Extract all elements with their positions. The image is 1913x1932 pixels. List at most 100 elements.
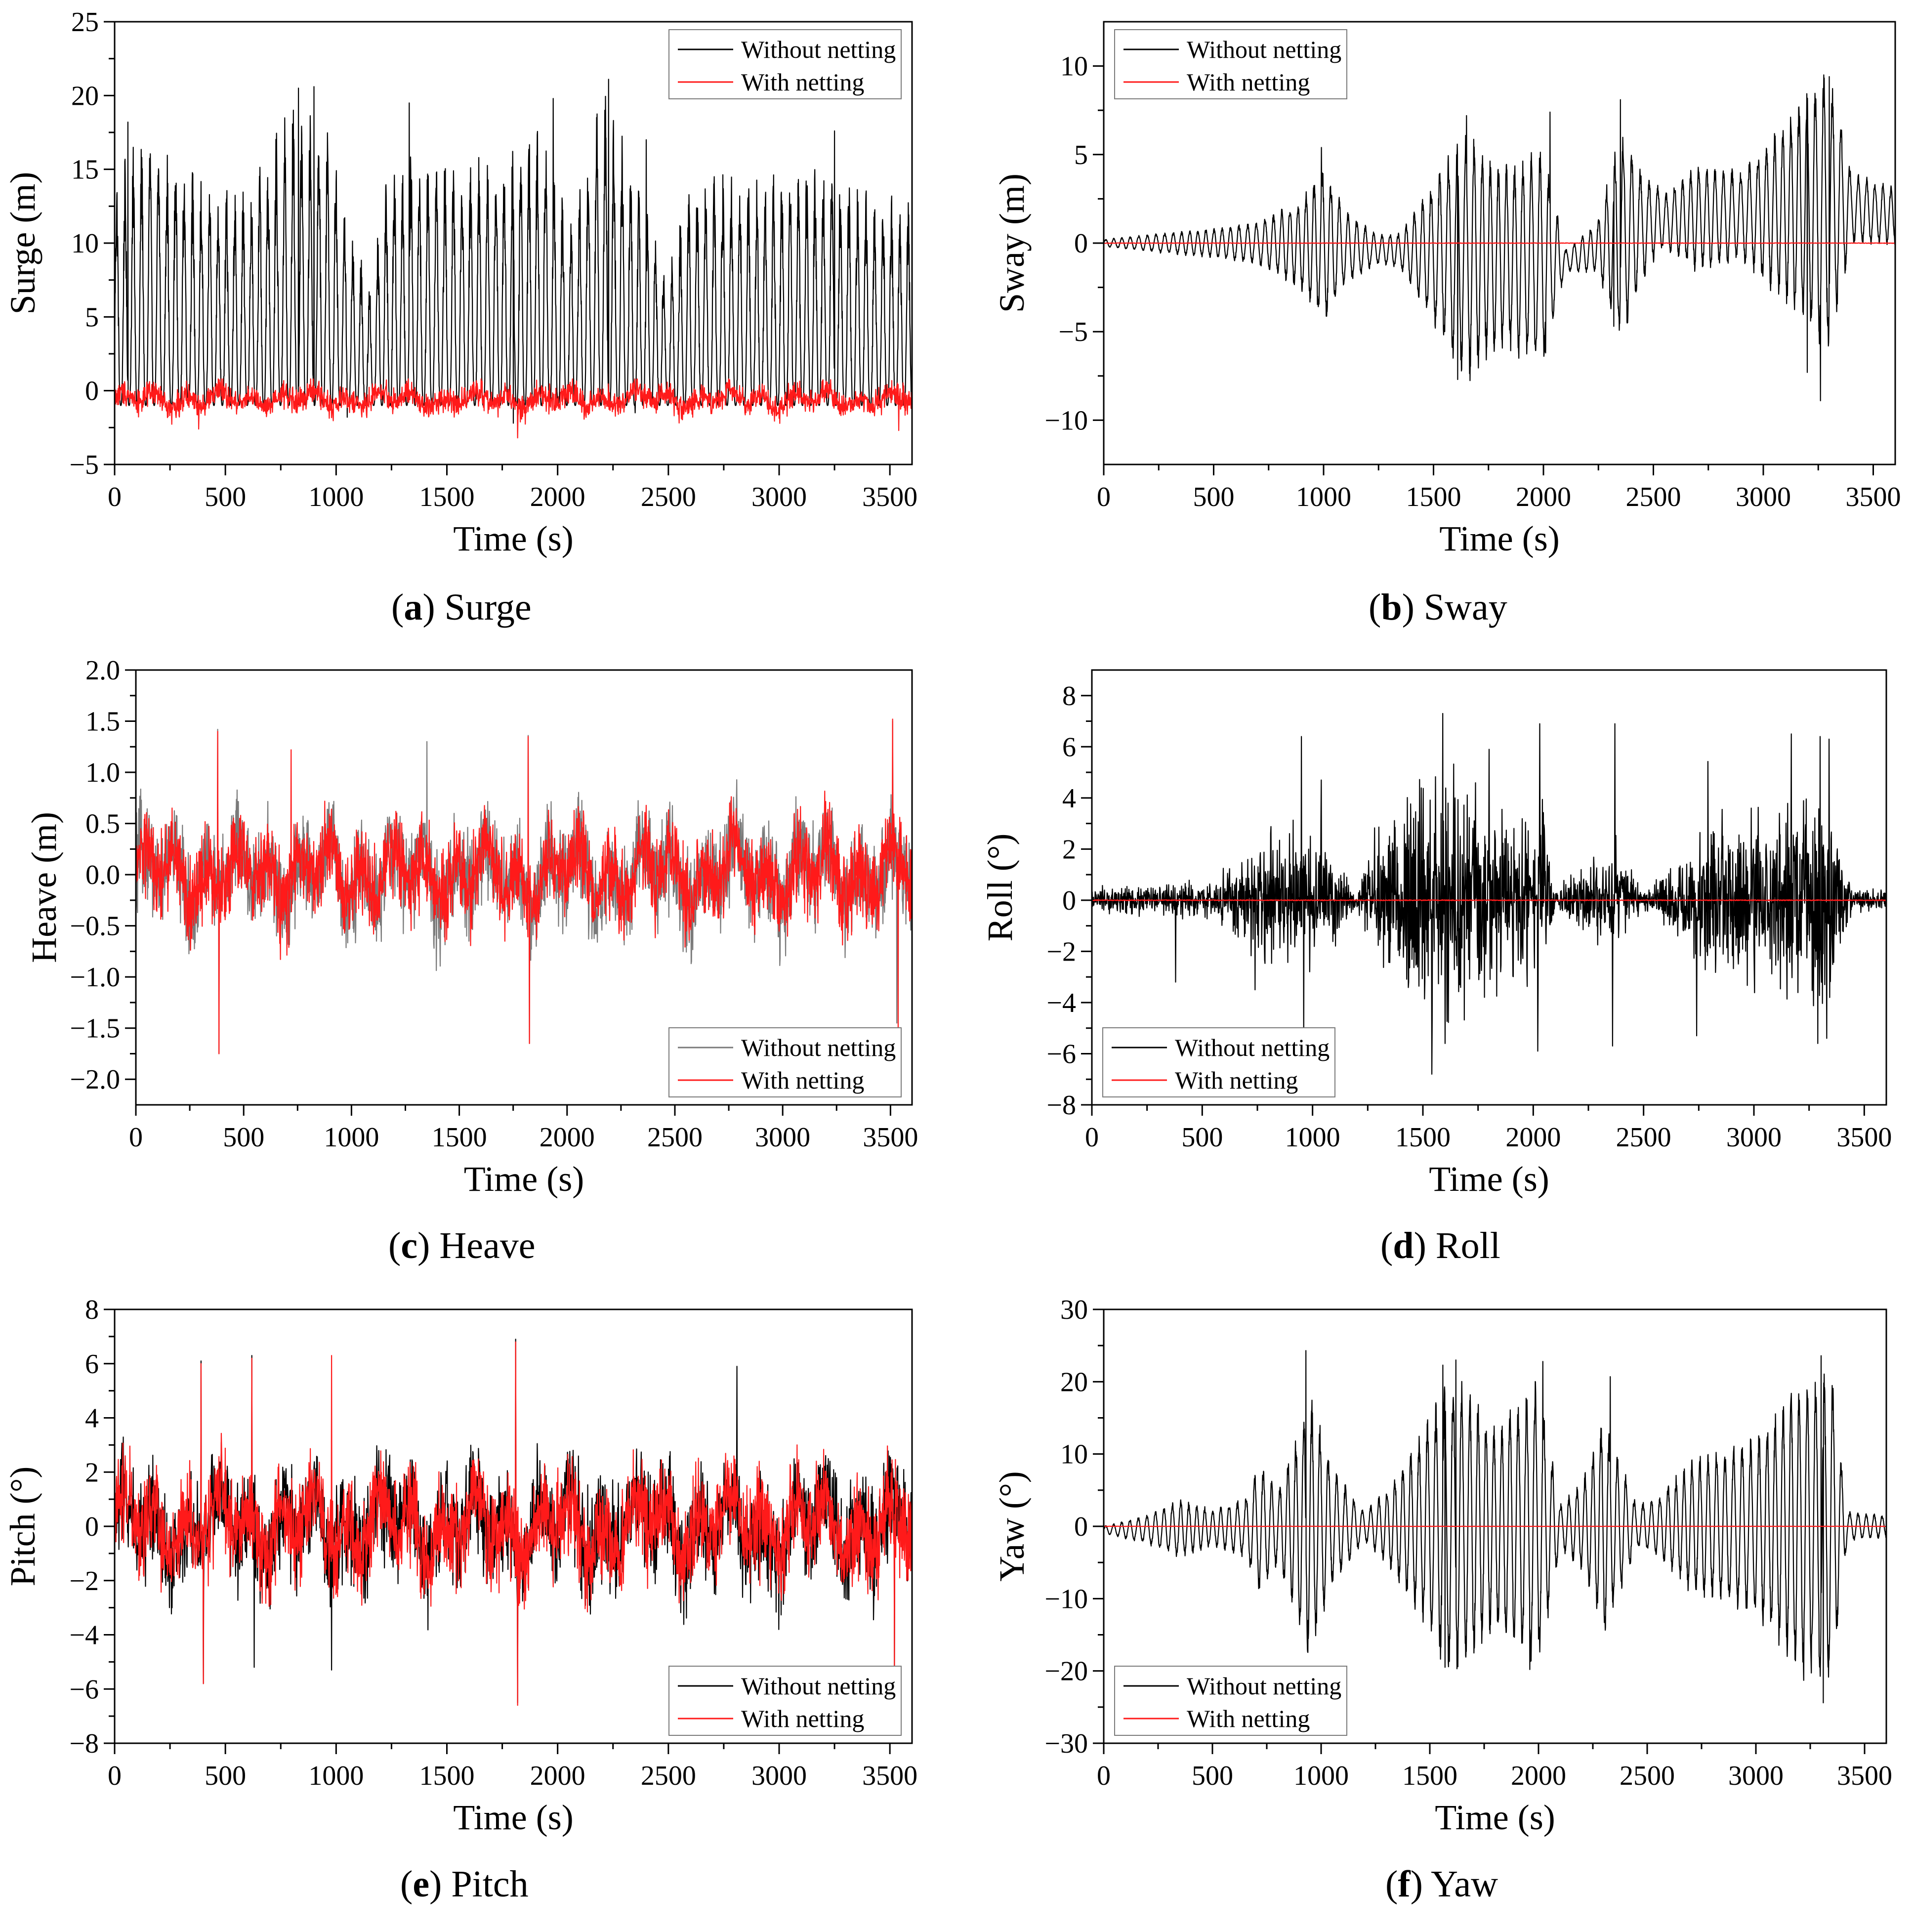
legend-label: With netting (741, 1066, 864, 1094)
x-tick-label: 1000 (324, 1122, 379, 1153)
series-line-with-netting (1104, 242, 1895, 244)
legend-label: Without netting (1187, 36, 1341, 63)
y-tick-label: 5 (85, 302, 99, 333)
x-tick-label: 1500 (432, 1122, 487, 1153)
x-tick-label: 3500 (1837, 1761, 1892, 1791)
x-tick-label: 1000 (1293, 1761, 1349, 1791)
x-tick-label: 1000 (1285, 1122, 1340, 1153)
legend: Without netting With netting (668, 1027, 902, 1097)
legend-label: With netting (741, 1705, 864, 1732)
caption-a: (a) Surge (391, 587, 532, 628)
y-axis-label: Sway (m) (992, 173, 1032, 313)
y-tick-label: 0.5 (85, 809, 120, 840)
x-tick-label: 2500 (1620, 1761, 1675, 1791)
chart-a: 0 500 1000 1500 2000 2500 3000 3500 −5 0 5 10 15 20 25… (3, 7, 917, 558)
legend-box (668, 1027, 902, 1097)
y-tick-label: 10 (1060, 51, 1088, 82)
y-tick-label: 6 (1062, 732, 1076, 762)
x-tick-label: 2000 (530, 1761, 585, 1791)
caption-f: (f) Yaw (1385, 1863, 1498, 1905)
y-tick-label: −1.0 (70, 962, 120, 993)
x-tick-label: 2000 (1516, 482, 1571, 512)
x-tick-label: 1500 (1406, 482, 1461, 512)
y-axis-label: Heave (m) (24, 812, 64, 963)
y-tick-label: 0 (1074, 228, 1088, 259)
y-tick-label: 30 (1060, 1295, 1088, 1325)
y-tick-label: 2 (85, 1457, 99, 1488)
legend: Without netting With netting (668, 1666, 902, 1736)
y-tick-label: 8 (85, 1295, 99, 1325)
legend-label: Without netting (741, 36, 896, 63)
y-axis-label: Pitch (°) (3, 1467, 42, 1587)
x-tick-label: 3000 (1728, 1761, 1784, 1791)
x-tick-label: 2500 (1616, 1122, 1671, 1153)
legend-label: Without netting (741, 1672, 896, 1700)
y-tick-label: −4 (1046, 988, 1076, 1018)
x-tick-label: 0 (108, 482, 122, 512)
y-tick-label: 0 (1074, 1512, 1088, 1542)
y-tick-label: −2 (1046, 936, 1076, 967)
y-tick-label: −8 (1046, 1090, 1076, 1121)
caption-b: (b) Sway (1369, 587, 1507, 628)
y-tick-label: −2.0 (70, 1064, 120, 1095)
series-line-without-netting (115, 79, 912, 424)
y-tick-label: 0 (85, 376, 99, 407)
chart-d: 0 500 1000 1500 2000 2500 3000 3500 −8 −6 −4 −2 0 2 4 6… (980, 669, 1892, 1199)
x-tick-label: 2500 (641, 1761, 696, 1791)
x-axis-label: Time (s) (1435, 1798, 1555, 1837)
x-axis-label: Time (s) (453, 1798, 573, 1837)
y-tick-label: 2.0 (85, 655, 120, 686)
x-tick-label: 3000 (755, 1122, 810, 1153)
x-tick-label: 2500 (1626, 482, 1681, 512)
series-line-without-netting (1104, 1350, 1886, 1704)
y-tick-label: 10 (1060, 1439, 1088, 1470)
caption-c: (c) Heave (388, 1225, 536, 1266)
legend-label: With netting (741, 68, 864, 96)
x-tick-label: 3000 (1736, 482, 1791, 512)
y-tick-label: −6 (69, 1674, 99, 1705)
y-tick-label: 8 (1062, 681, 1076, 712)
legend-label: Without netting (1187, 1672, 1341, 1700)
x-tick-label: 1000 (308, 1761, 364, 1791)
legend-box (668, 1666, 902, 1736)
x-axis-label: Time (s) (453, 519, 573, 558)
x-tick-label: 500 (1193, 482, 1235, 512)
x-tick-label: 3000 (1726, 1122, 1782, 1153)
x-tick-label: 0 (1085, 1122, 1099, 1153)
y-tick-label: 0 (1062, 885, 1076, 916)
y-tick-label: 1.5 (85, 707, 120, 737)
x-tick-label: 2000 (530, 482, 585, 512)
legend-label: With netting (1187, 68, 1310, 96)
y-tick-label: −10 (1044, 1584, 1088, 1614)
x-tick-label: 2500 (647, 1122, 703, 1153)
y-tick-label: −5 (1058, 317, 1088, 347)
x-tick-label: 500 (205, 482, 246, 512)
chart-b: 0 500 1000 1500 2000 2500 3000 3500 −10 −5 0 5 10 Tim… (992, 21, 1901, 558)
x-tick-label: 3500 (862, 482, 917, 512)
y-tick-label: 1.0 (85, 757, 120, 788)
series-line-without-netting (1104, 74, 1895, 402)
y-tick-label: 6 (85, 1349, 99, 1380)
legend: Without netting With netting (1114, 1666, 1347, 1736)
chart-f: 0 500 1000 1500 2000 2500 3000 3500 −30 −20 −10 0 10… (992, 1295, 1892, 1837)
y-tick-label: 0.0 (85, 860, 120, 890)
series-line-with-netting (136, 718, 912, 1054)
x-tick-label: 2000 (1511, 1761, 1566, 1791)
series-line-without-netting (136, 720, 912, 1054)
y-tick-label: 0 (85, 1512, 99, 1542)
y-axis-label: Surge (m) (3, 172, 42, 315)
plot-frame (135, 669, 913, 1106)
y-tick-label: 5 (1074, 140, 1088, 170)
chart-c: 0 500 1000 1500 2000 2500 3000 3500 −2.0 −1.5 −1.0… (24, 655, 918, 1199)
y-axis-label: Yaw (°) (992, 1471, 1032, 1582)
x-tick-label: 3500 (863, 1122, 918, 1153)
y-tick-label: −8 (69, 1728, 99, 1759)
legend: Without netting With netting (1114, 29, 1347, 99)
x-tick-label: 1500 (1402, 1761, 1457, 1791)
legend-box (668, 29, 902, 99)
y-tick-label: −4 (69, 1620, 99, 1651)
legend-label: Without netting (741, 1034, 896, 1061)
y-axis-label: Roll (°) (980, 834, 1020, 942)
x-tick-label: 3000 (751, 1761, 807, 1791)
legend: Without netting With netting (668, 29, 902, 99)
